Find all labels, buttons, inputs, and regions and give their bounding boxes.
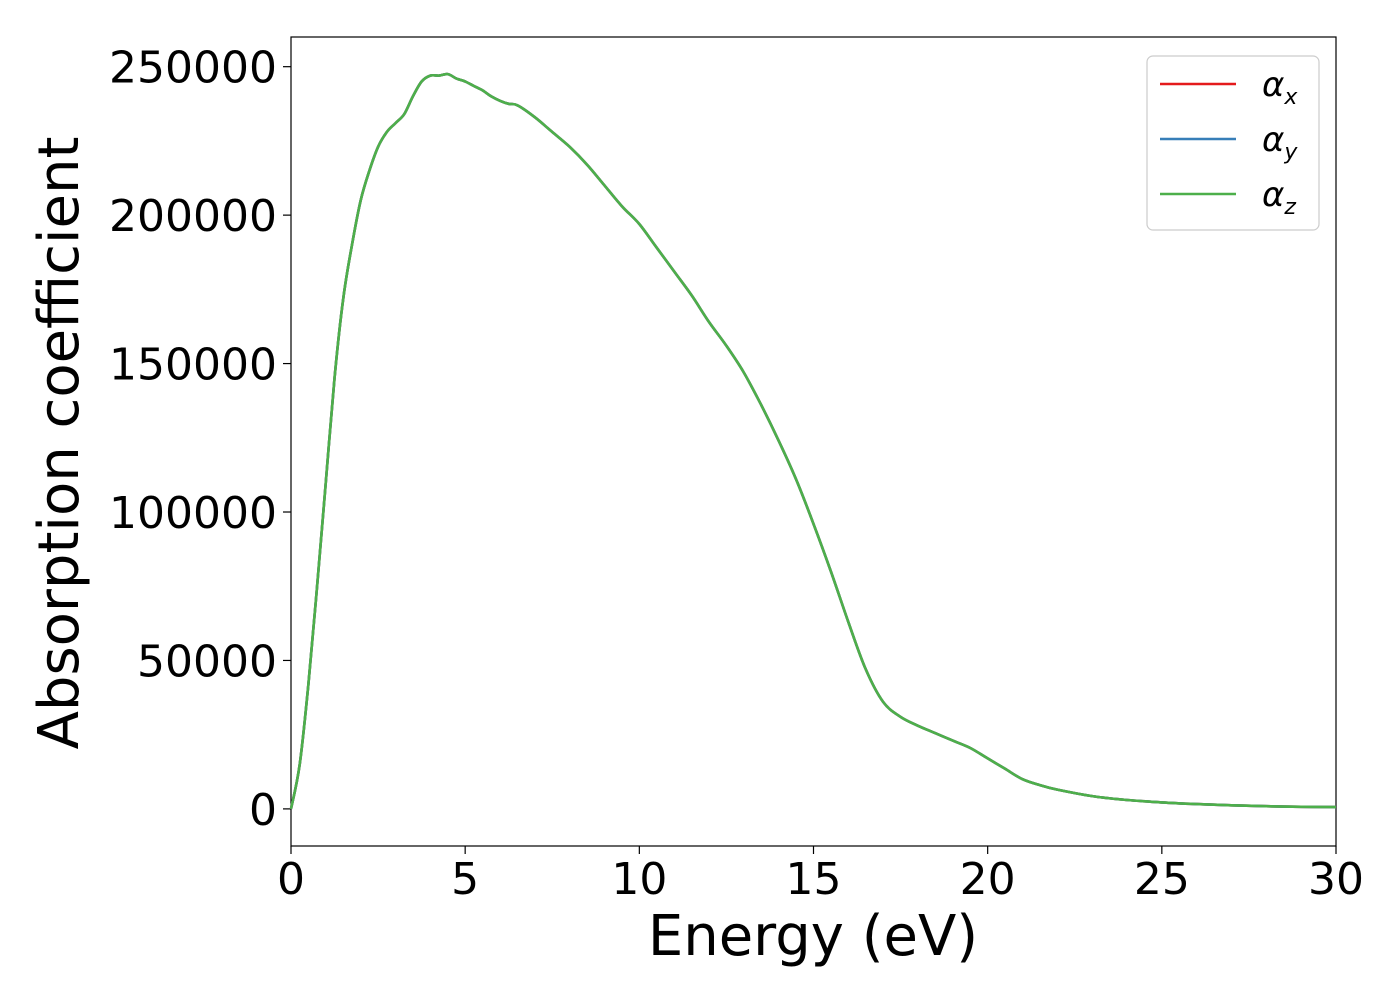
y-tick-label: 0 <box>249 785 277 836</box>
x-tick-label: 15 <box>786 854 842 905</box>
legend: αx αy αz <box>1146 55 1320 231</box>
y-tick-label: 200000 <box>109 191 277 242</box>
series-layer <box>289 72 1337 810</box>
x-tick-label: 20 <box>960 854 1016 905</box>
y-axis-label: Absorption coefficient <box>27 137 92 750</box>
legend-label: αz <box>1262 175 1296 220</box>
legend-label: αx <box>1262 65 1298 110</box>
x-tick-label: 5 <box>451 854 479 905</box>
x-tick-label: 25 <box>1134 854 1190 905</box>
x-tick-label: 0 <box>277 854 305 905</box>
x-tick-label: 30 <box>1308 854 1364 905</box>
y-axis: 0 50000 100000 150000 200000 250000 <box>109 43 291 836</box>
x-axis: 0 5 10 15 20 25 30 <box>277 846 1364 905</box>
series-line-3 <box>289 72 1337 810</box>
y-tick-label: 250000 <box>109 43 277 94</box>
y-tick-label: 100000 <box>109 488 277 539</box>
legend-label: αy <box>1262 120 1298 165</box>
y-tick-label: 150000 <box>109 340 277 391</box>
x-tick-label: 10 <box>611 854 667 905</box>
y-tick-label: 50000 <box>137 636 277 687</box>
legend-box <box>1146 55 1320 231</box>
x-axis-label: Energy (eV) <box>648 904 978 969</box>
